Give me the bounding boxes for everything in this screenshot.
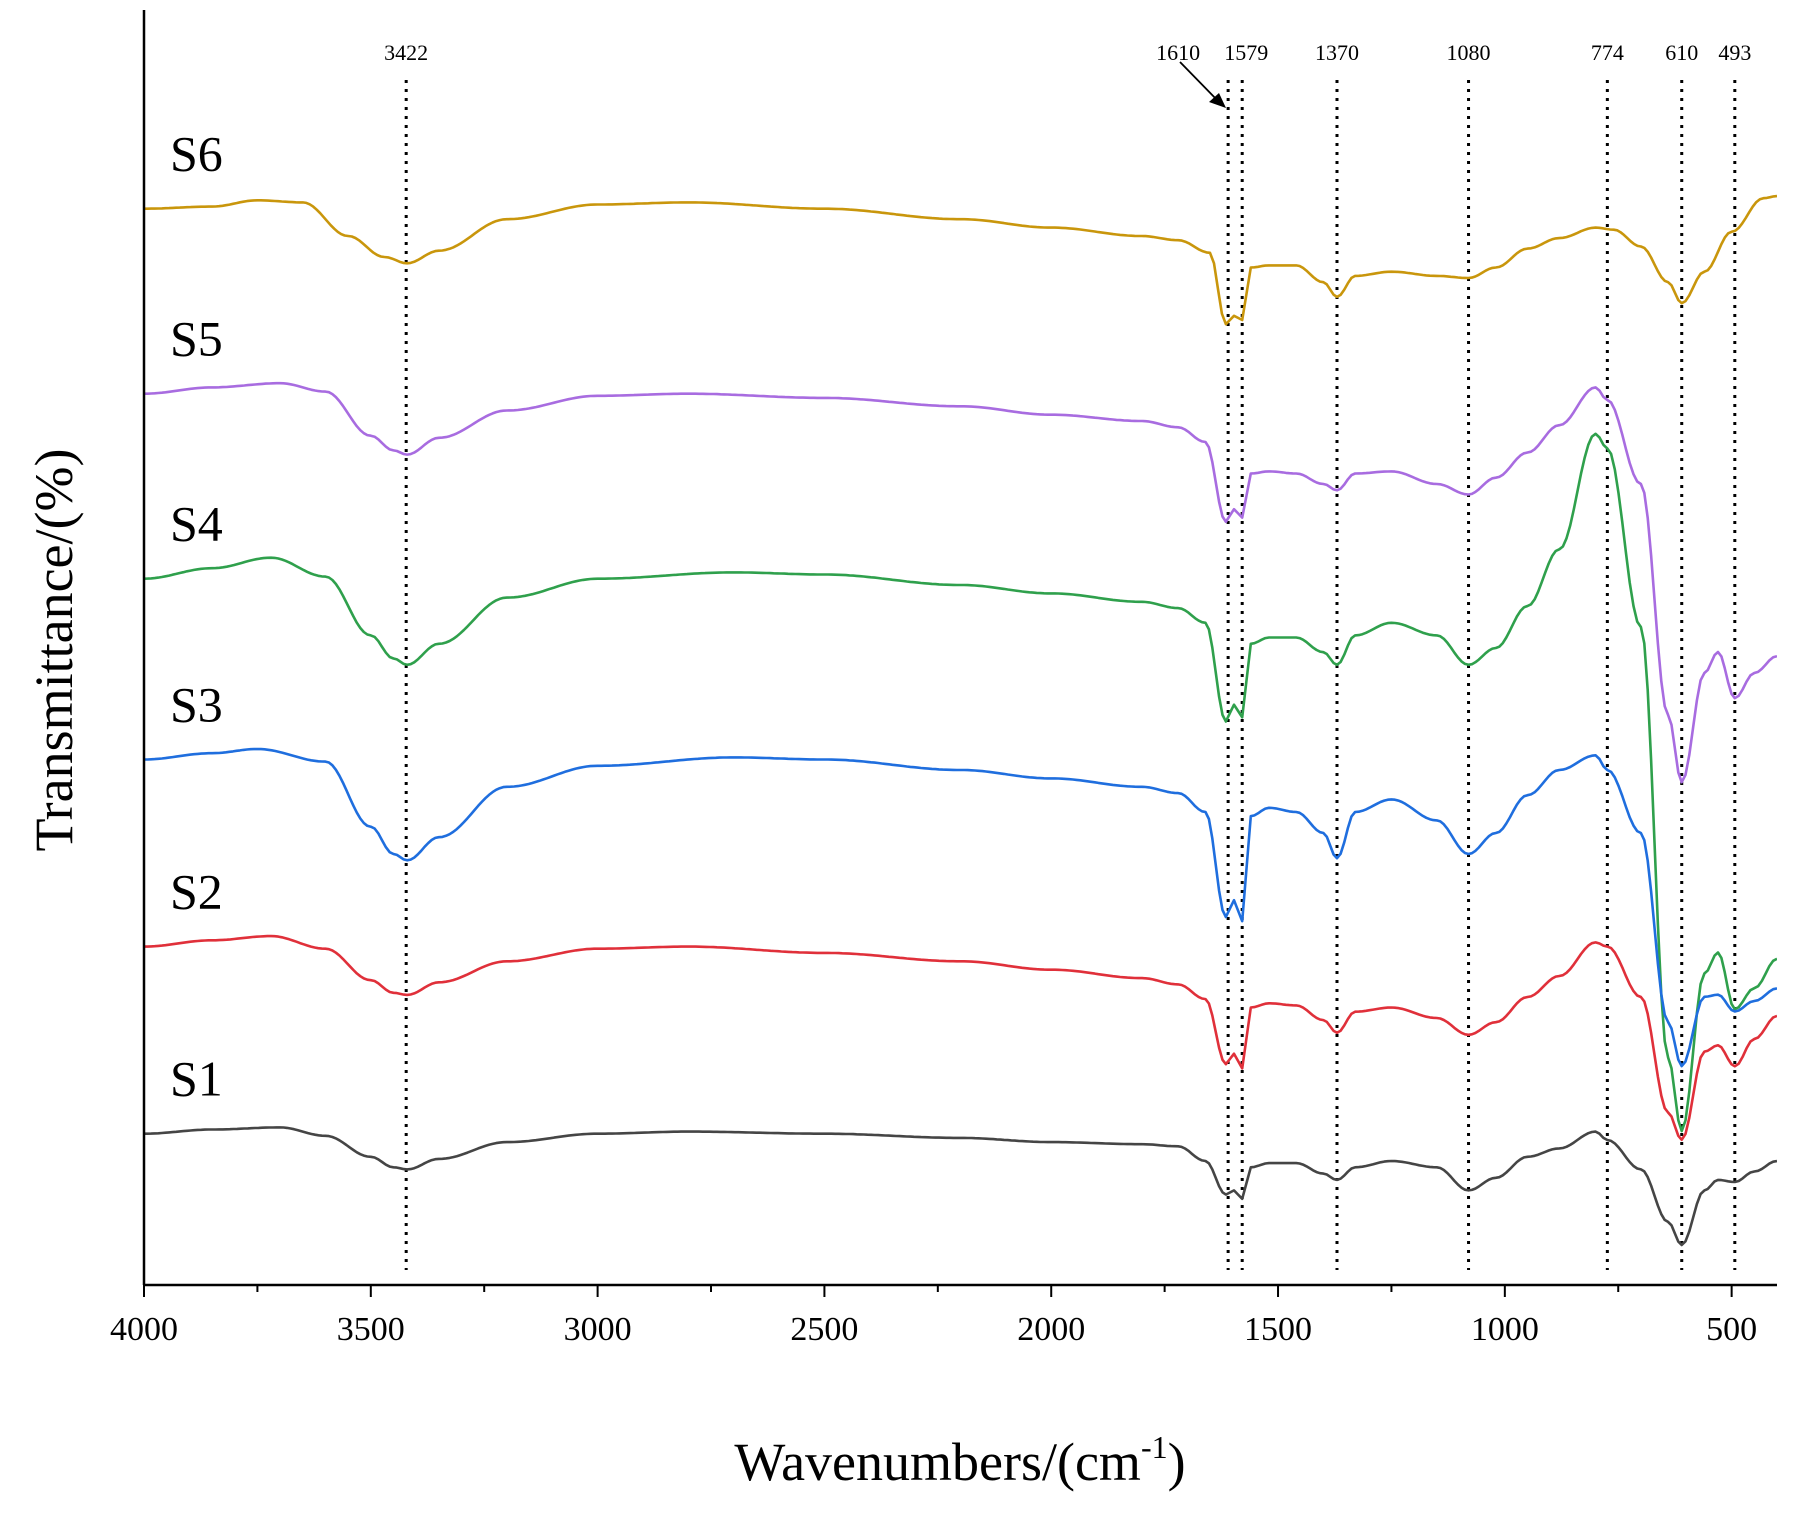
- peak-label-1610: 1610: [1156, 40, 1200, 65]
- series-group: [144, 194, 1777, 1247]
- series-label-s1: S1: [170, 1051, 223, 1107]
- peak-label-3422: 3422: [384, 40, 428, 65]
- x-tick-label-3000: 3000: [564, 1311, 632, 1348]
- peak-label-1370: 1370: [1315, 40, 1359, 65]
- peak-arrow-1610: [1179, 61, 1226, 108]
- series-label-s3: S3: [170, 677, 223, 733]
- x-tick-label-2000: 2000: [1017, 1311, 1085, 1348]
- series-labels: S6 S5 S4 S3 S2 S1: [170, 126, 223, 1107]
- series-line-s6: [144, 194, 1777, 326]
- series-line-s3: [144, 747, 1777, 1068]
- series-label-s2: S2: [170, 864, 223, 920]
- x-tick-label-4000: 4000: [110, 1311, 178, 1348]
- peak-markers: 3422 1610 1579 1370 1080 774 610 493: [384, 40, 1751, 1270]
- peak-label-610: 610: [1665, 40, 1698, 65]
- x-tick-label-500: 500: [1706, 1311, 1757, 1348]
- series-line-s2: [144, 934, 1777, 1142]
- y-axis-title: Transmittance/(%): [24, 449, 84, 852]
- x-axis-ticks: 4000 3500 3000 2500 2000 1500 1000 500: [110, 1285, 1757, 1348]
- series-label-s4: S4: [170, 496, 223, 552]
- x-tick-label-1500: 1500: [1244, 1311, 1312, 1348]
- x-tick-label-1000: 1000: [1471, 1311, 1539, 1348]
- peak-label-774: 774: [1591, 40, 1624, 65]
- x-axis-title: Wavenumbers/(cm-1): [734, 1429, 1185, 1492]
- x-tick-label-2500: 2500: [790, 1311, 858, 1348]
- series-line-s5: [144, 381, 1777, 784]
- series-label-s5: S5: [170, 311, 223, 367]
- peak-label-493: 493: [1718, 40, 1751, 65]
- series-line-s4: [144, 432, 1777, 1133]
- peak-label-1579: 1579: [1224, 40, 1268, 65]
- series-label-s6: S6: [170, 126, 223, 182]
- x-tick-label-3500: 3500: [337, 1311, 405, 1348]
- peak-label-1080: 1080: [1447, 40, 1491, 65]
- series-line-s1: [144, 1126, 1777, 1247]
- axes-frame: [142, 10, 1777, 1287]
